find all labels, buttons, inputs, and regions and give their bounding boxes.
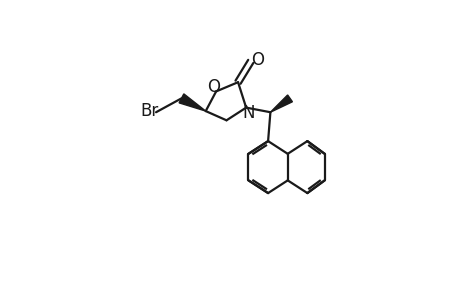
Text: N: N bbox=[242, 104, 254, 122]
Polygon shape bbox=[179, 94, 205, 111]
Polygon shape bbox=[270, 95, 292, 112]
Text: O: O bbox=[207, 78, 219, 96]
Text: Br: Br bbox=[140, 102, 158, 120]
Text: O: O bbox=[251, 51, 263, 69]
